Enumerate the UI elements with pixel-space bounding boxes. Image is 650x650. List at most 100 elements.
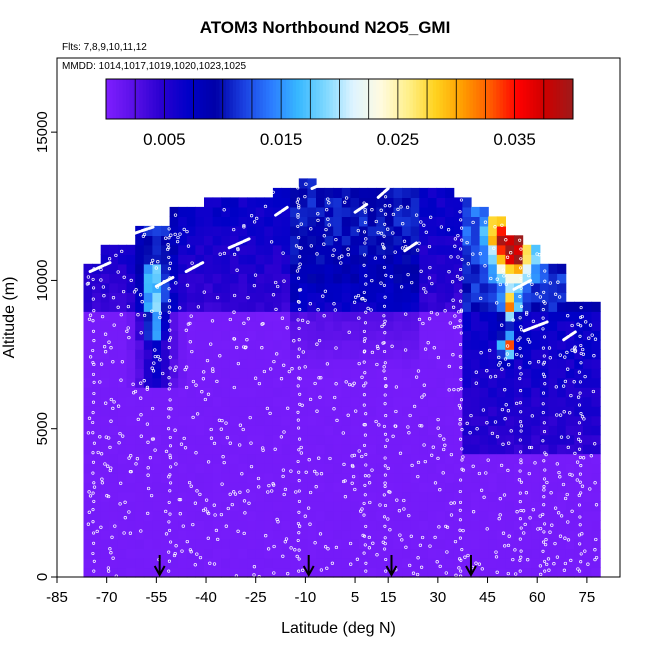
- heatmap-cell: [505, 377, 515, 388]
- flight-point: [301, 568, 305, 572]
- flight-point: [252, 565, 257, 569]
- flight-point: [463, 555, 467, 559]
- flight-point: [139, 529, 143, 533]
- heatmap-cell: [126, 415, 136, 426]
- heatmap-cell: [591, 567, 601, 578]
- colorbar-segment: [172, 79, 177, 119]
- flight-point: [101, 285, 106, 289]
- flight-point: [552, 562, 556, 566]
- flight-point: [471, 464, 475, 468]
- heatmap-cell: [376, 225, 386, 236]
- heatmap-cell: [143, 463, 153, 474]
- flight-point: [242, 225, 246, 229]
- heatmap-cell: [169, 292, 179, 303]
- heatmap-cell: [143, 472, 153, 483]
- heatmap-cell: [212, 444, 222, 455]
- heatmap-cell: [427, 510, 438, 521]
- flight-point: [173, 368, 177, 372]
- heatmap-cell: [496, 292, 506, 303]
- flight-point: [362, 423, 366, 427]
- heatmap-cell: [229, 206, 240, 217]
- heatmap-cell: [281, 548, 291, 559]
- heatmap-cell: [539, 482, 550, 493]
- heatmap-cell: [445, 415, 455, 426]
- flight-point: [212, 503, 216, 507]
- flight-point: [576, 437, 581, 441]
- heatmap-cell: [100, 529, 110, 540]
- heatmap-cell: [204, 539, 214, 550]
- flight-point: [219, 512, 224, 517]
- flight-point: [427, 276, 432, 280]
- heatmap-cell: [479, 349, 489, 360]
- heatmap-cell: [427, 387, 438, 398]
- heatmap-cell: [298, 187, 308, 198]
- flight-point: [167, 246, 171, 250]
- flight-point: [296, 384, 300, 388]
- heatmap-cell: [195, 263, 205, 274]
- heatmap-cell: [272, 567, 283, 578]
- colorbar-segment: [529, 79, 534, 119]
- flight-point: [222, 251, 227, 256]
- flight-point: [113, 524, 117, 528]
- heatmap-cell: [384, 320, 395, 331]
- flight-point: [228, 492, 232, 496]
- flight-point: [119, 378, 123, 382]
- heatmap-cell: [479, 396, 489, 407]
- heatmap-cell: [307, 368, 317, 379]
- flight-point: [383, 402, 387, 406]
- heatmap-cell: [427, 330, 438, 341]
- heatmap-cell: [186, 206, 196, 217]
- heatmap-cell: [161, 472, 171, 483]
- heatmap-cell: [471, 349, 481, 360]
- heatmap-cell: [367, 197, 377, 208]
- colorbar-segment: [302, 79, 307, 119]
- heatmap-cell: [505, 472, 515, 483]
- heatmap-cell: [298, 254, 308, 265]
- heatmap-cell: [324, 273, 334, 284]
- heatmap-cell: [410, 273, 420, 284]
- flight-point: [498, 497, 502, 501]
- flight-point: [187, 480, 192, 485]
- flight-point: [395, 498, 399, 502]
- flight-point: [262, 369, 267, 374]
- heatmap-cell: [419, 301, 429, 312]
- heatmap-cell: [272, 387, 283, 398]
- heatmap-cell: [290, 529, 300, 540]
- heatmap-cell: [436, 187, 446, 198]
- heatmap-cell: [204, 434, 214, 445]
- heatmap-cell: [393, 254, 403, 265]
- flight-point: [362, 551, 366, 555]
- heatmap-cell: [384, 282, 395, 293]
- heatmap-cell: [402, 235, 412, 246]
- heatmap-cell: [419, 254, 429, 265]
- flight-point: [294, 490, 298, 494]
- flight-point: [569, 393, 573, 398]
- heatmap-cell: [350, 301, 360, 312]
- flight-point: [519, 429, 523, 433]
- heatmap-cell: [445, 368, 455, 379]
- heatmap-cell: [290, 482, 300, 493]
- flight-point: [168, 299, 172, 303]
- heatmap-cell: [221, 254, 231, 265]
- heatmap-cell: [212, 434, 222, 445]
- heatmap-cell: [384, 396, 395, 407]
- flight-point: [129, 278, 133, 283]
- heatmap-cell: [307, 491, 317, 502]
- heatmap-cell: [100, 482, 110, 493]
- flight-point: [453, 237, 458, 241]
- heatmap-cell: [161, 406, 171, 417]
- heatmap-cell: [410, 339, 420, 350]
- colorbar-segment: [146, 79, 150, 119]
- heatmap-cell: [410, 539, 420, 550]
- heatmap-cell: [333, 377, 343, 388]
- heatmap-cell: [195, 482, 205, 493]
- heatmap-cell: [143, 244, 153, 255]
- flight-point: [398, 533, 402, 537]
- flight-point: [230, 502, 234, 507]
- flight-point: [541, 308, 545, 312]
- flight-point: [295, 554, 299, 559]
- heatmap-cell: [161, 444, 171, 455]
- flight-point: [578, 455, 582, 459]
- heatmap-cell: [376, 434, 386, 445]
- flight-point: [261, 446, 265, 450]
